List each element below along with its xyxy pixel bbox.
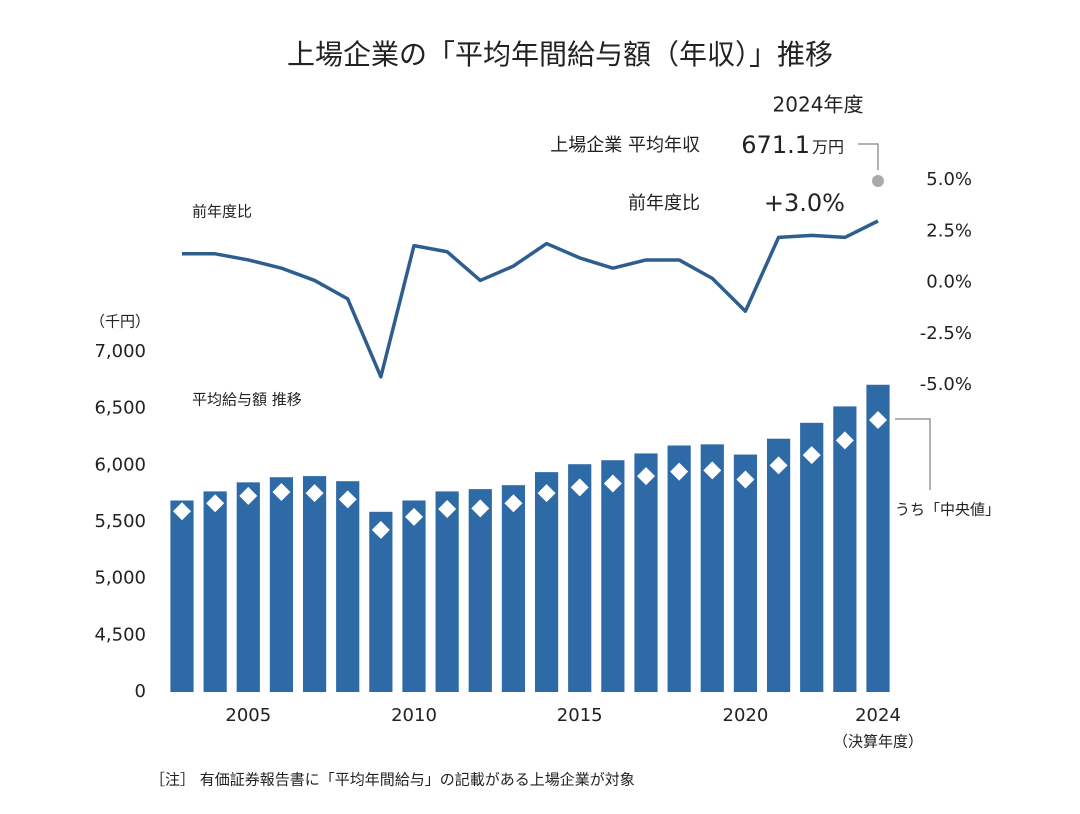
- bar: [402, 500, 426, 692]
- y-axis-label: （千円）: [90, 313, 150, 331]
- leader-line: [858, 143, 879, 170]
- y-tick-label: 7,000: [94, 341, 146, 362]
- median-marker: [206, 494, 225, 513]
- y2-tick-label: 0.0%: [926, 272, 972, 293]
- median-marker: [173, 502, 191, 521]
- median-marker: [802, 446, 821, 465]
- bar: [700, 444, 724, 692]
- y-tick-label: 5,000: [94, 568, 146, 589]
- y-tick-label: 6,500: [94, 398, 146, 419]
- x-tick-label: 2010: [391, 705, 437, 726]
- annotation-avg-value: 671.1: [741, 131, 810, 159]
- y-tick-label: 5,500: [94, 511, 146, 532]
- bar: [269, 477, 294, 692]
- y-tick-label: 6,000: [94, 454, 146, 475]
- bar: [766, 438, 791, 692]
- median-marker: [504, 494, 523, 513]
- chart-title: 上場企業の「平均年間給与額（年収）」推移: [287, 38, 833, 71]
- leader-line: [895, 418, 931, 490]
- median-marker: [405, 507, 423, 526]
- median-marker: [438, 499, 457, 518]
- bar: [733, 454, 758, 692]
- bar: [501, 485, 526, 692]
- bar: [468, 489, 492, 692]
- median-marker: [570, 478, 589, 497]
- note: ［注］ 有価証券報告書に「平均年間給与」の記載がある上場企業が対象: [150, 771, 635, 789]
- x-tick-label: 2020: [723, 705, 769, 726]
- median-marker: [338, 490, 357, 509]
- median-marker: [537, 484, 556, 503]
- bar: [170, 500, 194, 692]
- x-axis-label: （決算年度）: [833, 733, 923, 751]
- bar: [866, 384, 890, 692]
- bar: [534, 472, 559, 692]
- bar: [236, 482, 260, 692]
- median-marker: [305, 484, 324, 503]
- bar: [800, 422, 824, 692]
- series-label: 前年度比: [192, 203, 252, 221]
- median-marker: [471, 499, 490, 518]
- x-tick-label: 2024: [855, 705, 901, 726]
- median-marker: [869, 411, 887, 429]
- median-marker: [637, 467, 655, 486]
- median-marker: [703, 461, 722, 480]
- y-tick-label: 4,500: [94, 624, 146, 645]
- series-label: うち「中央値」: [895, 501, 1000, 519]
- bar: [667, 445, 691, 692]
- median-marker: [603, 474, 622, 493]
- leader-dot: [872, 175, 884, 187]
- annotation-avg-label: 上場企業 平均年収: [550, 135, 700, 156]
- x-tick-label: 2015: [557, 705, 603, 726]
- median-marker: [670, 462, 689, 481]
- annotation-year: 2024年度: [773, 93, 864, 117]
- bar: [601, 460, 625, 692]
- median-marker: [736, 470, 755, 489]
- bar: [369, 511, 393, 692]
- annotation-yoy-label: 前年度比: [628, 193, 700, 214]
- bar: [435, 491, 459, 692]
- annotation-yoy-value: +3.0%: [764, 189, 845, 217]
- median-marker: [272, 482, 291, 501]
- median-marker: [835, 431, 854, 450]
- yoy-line: [182, 219, 879, 379]
- series-label: 平均給与額 推移: [192, 391, 302, 409]
- y2-tick-label: -5.0%: [920, 374, 972, 395]
- bar: [336, 481, 360, 692]
- median-marker: [769, 456, 788, 475]
- bar: [634, 453, 658, 692]
- bar: [833, 406, 857, 692]
- y-tick-label: 0: [135, 681, 146, 702]
- median-marker: [239, 486, 258, 505]
- y2-tick-label: 2.5%: [926, 220, 972, 241]
- x-tick-label: 2005: [225, 705, 271, 726]
- bar: [302, 476, 327, 692]
- annotation-avg-unit: 万円: [812, 138, 844, 157]
- y2-tick-label: -2.5%: [920, 323, 972, 344]
- bar: [203, 491, 227, 692]
- bar: [568, 464, 592, 692]
- median-marker: [371, 520, 390, 539]
- y2-tick-label: 5.0%: [926, 169, 972, 190]
